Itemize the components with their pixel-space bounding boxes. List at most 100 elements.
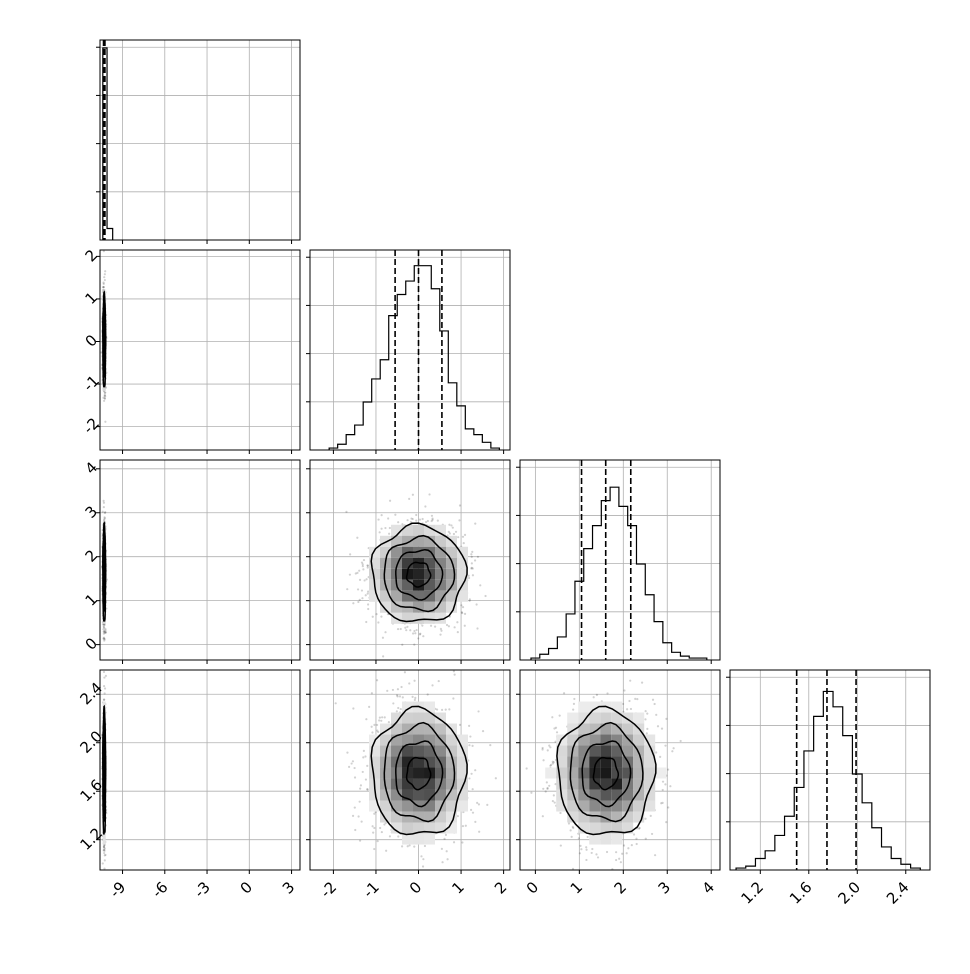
scatter-point bbox=[373, 826, 376, 830]
density-cell bbox=[545, 767, 557, 779]
scatter-point bbox=[632, 833, 636, 836]
scatter-point bbox=[102, 501, 106, 504]
scatter-point bbox=[103, 687, 107, 690]
scatter-point bbox=[439, 627, 442, 631]
density-cell bbox=[589, 734, 601, 746]
scatter-point bbox=[103, 397, 106, 400]
density-cell bbox=[457, 568, 469, 580]
scatter-point bbox=[356, 588, 360, 591]
density-cell bbox=[413, 524, 425, 536]
density-cell bbox=[589, 756, 601, 768]
scatter-point bbox=[656, 725, 660, 728]
density-panel-p2-p3: 0 1 2 3 4 bbox=[516, 669, 721, 898]
axes-frame bbox=[519, 669, 721, 871]
scatter-point bbox=[418, 518, 422, 521]
density-cell bbox=[633, 811, 645, 823]
x-tick-label-p3: 1.2 bbox=[738, 878, 768, 908]
x-tick-label-p0: -3 bbox=[191, 878, 214, 901]
density-cell bbox=[457, 789, 469, 801]
density-cell bbox=[446, 734, 458, 746]
density-cell bbox=[600, 734, 612, 746]
scatter-point bbox=[361, 597, 364, 600]
scatter-point bbox=[660, 802, 663, 805]
density-cell bbox=[424, 800, 436, 812]
contour-level bbox=[370, 705, 468, 836]
scatter-point bbox=[102, 886, 104, 888]
scatter-point bbox=[383, 716, 386, 719]
scatter-point bbox=[453, 626, 456, 629]
scatter-point bbox=[628, 699, 631, 703]
scatter-point bbox=[646, 712, 649, 715]
scatter-point bbox=[638, 827, 641, 830]
scatter-point bbox=[471, 550, 474, 553]
histogram-panel-p1-bg bbox=[310, 250, 510, 450]
density-cell bbox=[611, 745, 623, 757]
scatter-point bbox=[377, 730, 380, 734]
scatter-point bbox=[396, 688, 400, 691]
scatter-point bbox=[388, 835, 392, 838]
density-cell bbox=[589, 701, 601, 713]
axes-frame bbox=[99, 459, 301, 661]
histogram-panel-p3-bg bbox=[730, 670, 930, 870]
scatter-point bbox=[467, 576, 471, 580]
axes-frame bbox=[519, 459, 721, 661]
scatter-point bbox=[345, 510, 348, 513]
scatter-point bbox=[653, 702, 656, 706]
density-cell bbox=[424, 601, 436, 613]
scatter-point bbox=[586, 835, 589, 839]
density-plot-area bbox=[345, 493, 487, 658]
scatter-point bbox=[458, 723, 462, 726]
density-cell bbox=[589, 712, 601, 724]
scatter-point bbox=[104, 629, 107, 632]
density-cell bbox=[369, 789, 381, 801]
scatter-point bbox=[596, 856, 600, 859]
scatter-point bbox=[358, 800, 361, 803]
scatter-point bbox=[103, 511, 107, 515]
scatter-point bbox=[463, 624, 466, 627]
density-cell bbox=[402, 579, 414, 591]
density-cell bbox=[578, 789, 590, 801]
scatter-point bbox=[580, 848, 583, 851]
density-cell bbox=[369, 546, 381, 558]
scatter-point bbox=[546, 787, 549, 790]
scatter-point bbox=[461, 824, 465, 828]
scatter-point bbox=[573, 697, 576, 701]
density-cell bbox=[644, 767, 656, 779]
scatter-point bbox=[103, 692, 106, 695]
density-panel-p0-p1-bg bbox=[100, 250, 300, 450]
scatter-point bbox=[103, 517, 107, 520]
scatter-point bbox=[102, 670, 106, 674]
scatter-point bbox=[461, 611, 464, 615]
scatter-point bbox=[458, 519, 461, 522]
density-cell bbox=[424, 822, 436, 834]
density-cell bbox=[380, 601, 392, 613]
scatter-point bbox=[421, 517, 424, 521]
density-cell bbox=[402, 789, 414, 801]
density-cell bbox=[435, 568, 447, 580]
scatter-point bbox=[102, 845, 106, 848]
scatter-point bbox=[420, 855, 423, 858]
scatter-point bbox=[572, 702, 576, 705]
density-cell bbox=[633, 756, 645, 768]
scatter-point bbox=[659, 755, 662, 759]
scatter-point bbox=[415, 519, 418, 522]
density-cell bbox=[424, 811, 436, 823]
scatter-point bbox=[384, 631, 387, 634]
scatter-point bbox=[541, 746, 544, 750]
scatter-point bbox=[406, 845, 409, 848]
density-cell bbox=[402, 612, 414, 624]
scatter-point bbox=[397, 521, 400, 524]
scatter-point bbox=[354, 572, 357, 575]
scatter-point bbox=[452, 532, 456, 536]
density-cell bbox=[578, 701, 590, 713]
scatter-point bbox=[360, 561, 364, 564]
scatter-point bbox=[456, 631, 459, 634]
density-cell bbox=[402, 756, 414, 768]
scatter-point bbox=[426, 519, 429, 523]
scatter-point bbox=[352, 707, 355, 710]
density-cell bbox=[391, 601, 403, 613]
density-cell bbox=[622, 811, 634, 823]
scatter-point bbox=[378, 719, 381, 722]
scatter-point bbox=[585, 848, 588, 851]
scatter-point bbox=[448, 523, 451, 526]
